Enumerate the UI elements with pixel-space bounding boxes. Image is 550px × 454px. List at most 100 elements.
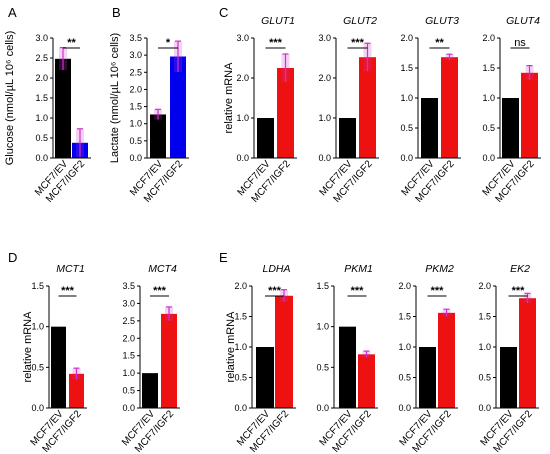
y-tick-label-e4-3: 1.5	[478, 312, 491, 322]
bar-d1-ev	[51, 326, 66, 408]
y-tick-label-d1-0: 0.0	[31, 403, 44, 413]
y-tick-label-d1-1: 0.5	[31, 362, 44, 372]
y-axis-label-d1: relative mRNA	[22, 311, 34, 383]
bar-c3-ev	[421, 98, 438, 158]
y-tick-label-c4-4: 2.0	[482, 33, 495, 43]
bar-c1-igf2	[277, 68, 294, 158]
panel-letter-b: B	[112, 5, 121, 20]
significance-label-b: *	[166, 37, 171, 49]
y-tick-label-e4-1: 0.5	[478, 373, 491, 383]
y-tick-label-e3-3: 1.5	[398, 312, 411, 322]
y-tick-label-c1-3: 3.0	[236, 33, 249, 43]
panel-title-d1: MCT1	[56, 263, 85, 275]
panel-title-e4: EK2	[510, 263, 530, 275]
bar-d2-ev	[142, 373, 158, 408]
y-tick-label-c4-1: 0.5	[482, 123, 495, 133]
y-tick-label-a-6: 3.0	[35, 33, 48, 43]
y-tick-label-e2-1: 0.5	[316, 362, 329, 372]
y-tick-label-b-2: 1.0	[129, 119, 142, 129]
bar-e3-igf2	[438, 312, 455, 408]
y-tick-label-d2-5: 2.5	[122, 316, 135, 326]
panel-title-e1: LDHA	[262, 263, 290, 275]
y-tick-label-d2-4: 2.0	[122, 333, 135, 343]
y-tick-label-c2-3: 3.0	[318, 33, 331, 43]
y-tick-label-c3-2: 1.0	[400, 93, 413, 103]
y-tick-label-c3-4: 2.0	[400, 33, 413, 43]
y-tick-label-b-4: 2.0	[129, 84, 142, 94]
y-tick-label-d2-7: 3.5	[122, 281, 135, 291]
y-tick-label-e2-2: 1.0	[316, 322, 329, 332]
y-axis-label-c1: relative mRNA	[223, 62, 235, 134]
bar-c2-ev	[339, 118, 356, 158]
y-tick-label-c3-1: 0.5	[400, 123, 413, 133]
y-tick-label-e3-0: 0.0	[398, 403, 411, 413]
y-tick-label-e1-3: 1.5	[234, 312, 247, 322]
panel-title-c4: GLUT4	[506, 15, 540, 27]
bar-c2-igf2	[359, 57, 376, 159]
y-axis-label-e1: relative mRNA	[225, 311, 237, 383]
y-tick-label-b-7: 3.5	[129, 33, 142, 43]
y-tick-label-e1-1: 0.5	[234, 373, 247, 383]
y-tick-label-d2-6: 3.0	[122, 298, 135, 308]
significance-label-c1: ***	[269, 37, 283, 49]
y-tick-label-a-4: 2.0	[35, 73, 48, 83]
y-tick-label-c1-2: 2.0	[236, 73, 249, 83]
panel-letter-e1: E	[219, 250, 228, 265]
y-tick-label-c4-3: 1.5	[482, 63, 495, 73]
y-tick-label-d1-3: 1.5	[31, 281, 44, 291]
y-tick-label-d2-1: 0.5	[122, 386, 135, 396]
significance-label-d2: ***	[153, 285, 167, 297]
panel-title-c3: GLUT3	[425, 15, 459, 27]
significance-label-d1: ***	[61, 285, 75, 297]
y-tick-label-e3-4: 2.0	[398, 281, 411, 291]
panel-title-e2: PKM1	[344, 263, 373, 275]
y-tick-label-c1-0: 0.0	[236, 153, 249, 163]
y-tick-label-a-3: 1.5	[35, 93, 48, 103]
y-tick-label-b-0: 0.0	[129, 153, 142, 163]
y-tick-label-e4-4: 2.0	[478, 281, 491, 291]
bar-e3-ev	[419, 347, 436, 408]
y-tick-label-c4-2: 1.0	[482, 93, 495, 103]
significance-label-a: **	[67, 37, 76, 49]
y-tick-label-e2-0: 0.0	[316, 403, 329, 413]
y-tick-label-e3-2: 1.0	[398, 342, 411, 352]
y-tick-label-e2-3: 1.5	[316, 281, 329, 291]
y-tick-label-c2-2: 2.0	[318, 73, 331, 83]
bar-c3-igf2	[441, 57, 458, 159]
y-tick-label-e1-4: 2.0	[234, 281, 247, 291]
y-tick-label-a-0: 0.0	[35, 153, 48, 163]
y-tick-label-c4-0: 0.0	[482, 153, 495, 163]
bar-b-ev	[150, 114, 166, 158]
bar-d2-igf2	[161, 313, 177, 408]
significance-label-c2: ***	[351, 37, 365, 49]
y-tick-label-b-3: 1.5	[129, 102, 142, 112]
y-tick-label-c3-3: 1.5	[400, 63, 413, 73]
bar-c4-ev	[502, 98, 519, 158]
panel-title-c1: GLUT1	[261, 15, 295, 27]
y-tick-label-d2-3: 1.5	[122, 351, 135, 361]
y-tick-label-a-2: 1.0	[35, 113, 48, 123]
y-axis-label-a: Glucose (nmol/µL 10⁶ cells)	[4, 31, 16, 166]
significance-label-c4: ns	[514, 37, 526, 49]
bar-e1-ev	[256, 347, 274, 408]
panel-letter-a: A	[8, 5, 17, 20]
y-tick-label-e4-2: 1.0	[478, 342, 491, 352]
y-axis-label-b: Lactate (nmol/µL 10⁶ cells)	[109, 33, 121, 163]
y-tick-label-a-1: 0.5	[35, 133, 48, 143]
bar-e1-igf2	[275, 295, 293, 408]
y-tick-label-c2-1: 1.0	[318, 113, 331, 123]
bar-e2-igf2	[358, 354, 375, 408]
y-tick-label-c1-1: 1.0	[236, 113, 249, 123]
significance-label-e3: ***	[431, 285, 445, 297]
y-tick-label-e1-2: 1.0	[234, 342, 247, 352]
y-tick-label-a-5: 2.5	[35, 53, 48, 63]
panel-title-e3: PKM2	[425, 263, 454, 275]
significance-label-e4: ***	[512, 285, 526, 297]
y-tick-label-e3-1: 0.5	[398, 373, 411, 383]
significance-label-e1: ***	[268, 285, 282, 297]
bar-e2-ev	[339, 326, 356, 408]
y-tick-label-b-1: 0.5	[129, 136, 142, 146]
bar-c4-igf2	[521, 72, 538, 158]
panel-title-d2: MCT4	[148, 263, 177, 275]
